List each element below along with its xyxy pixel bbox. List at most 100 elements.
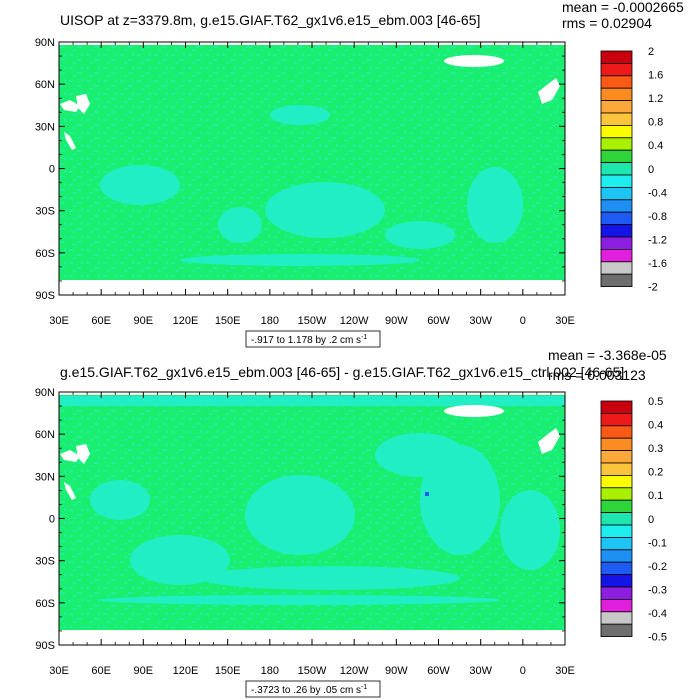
x-tick-label: 180	[261, 665, 279, 677]
colorbar-box	[600, 199, 633, 213]
y-tick-label: 90S	[35, 640, 55, 652]
y-tick-label: 0	[49, 514, 55, 526]
x-tick-label: 150W	[298, 315, 327, 327]
colorbar-box	[600, 75, 633, 89]
x-tick-label: 60E	[91, 315, 111, 327]
y-tick-label: 30N	[35, 121, 55, 133]
panel-1-colorbar: 2 1.6 1.2 0.8 0.4 0 -0.4 -0.8 -1.2 -1.6 -2	[600, 46, 667, 294]
colorbar-label: -0.3	[648, 584, 667, 596]
colorbar-label: 0	[648, 514, 654, 526]
y-tick-label: 30S	[35, 556, 55, 568]
colorbar-box	[600, 623, 633, 638]
panel-1-rms: rms = 0.02904	[562, 15, 652, 31]
colorbar-box	[600, 611, 633, 625]
colorbar-label: 0.4	[648, 420, 663, 432]
panel-1-x-ticks: 30E 60E 90E 120E 150E 180 150W 120W 90W 60W 30W 0 30…	[49, 42, 575, 327]
panel-2-range-text: -.3723 to .26 by .05 cm s	[251, 685, 361, 696]
colorbar-box	[600, 450, 633, 464]
x-tick-label: 180	[261, 315, 279, 327]
colorbar-box	[600, 162, 633, 176]
panel-1-land	[60, 55, 560, 150]
panel-2-y-ticks: 90N 60N 30N 0 30S 60S 90S	[35, 387, 565, 652]
x-tick-label: 60W	[427, 665, 450, 677]
colorbar-box	[600, 224, 633, 238]
panel-1-title: UISOP at z=3379.8m, g.e15.GIAF.T62_gx1v6…	[60, 12, 480, 28]
colorbar-label: 0.5	[648, 396, 663, 408]
panel-2-range-sup: -1	[361, 684, 367, 691]
panel-2-land	[60, 405, 560, 500]
colorbar-box	[600, 236, 633, 250]
x-tick-label: 150E	[215, 315, 241, 327]
panel-2: g.e15.GIAF.T62_gx1v6.e15_ebm.003 [46-65]…	[35, 347, 667, 698]
colorbar-box	[600, 125, 633, 139]
colorbar-label: 0.3	[648, 443, 663, 455]
panel-2-negative-regions	[60, 396, 565, 605]
colorbar-box	[600, 474, 633, 489]
colorbar-box	[600, 425, 633, 439]
colorbar-label: 1.2	[648, 93, 663, 105]
panel-1-negative-regions	[100, 105, 523, 266]
panel-1-negative-speckle	[59, 45, 565, 280]
colorbar-label: -1.2	[648, 234, 667, 246]
colorbar-label: 2	[648, 46, 654, 58]
colorbar-label: -0.5	[648, 632, 667, 644]
colorbar-box	[600, 512, 633, 526]
colorbar-box	[600, 599, 633, 613]
colorbar-label: 0.1	[648, 490, 663, 502]
x-tick-label: 30E	[49, 665, 69, 677]
colorbar-box	[600, 437, 633, 452]
colorbar-box	[600, 412, 633, 427]
colorbar-box	[600, 549, 633, 563]
panel-2-colorbar: 0.5 0.4 0.3 0.2 0.1 0 -0.1 -0.2 -0.3 -0.4 -0.5	[600, 396, 667, 644]
colorbar-box	[600, 100, 633, 114]
colorbar-box	[600, 186, 633, 201]
colorbar-box	[600, 50, 633, 64]
x-tick-label: 30E	[49, 315, 69, 327]
colorbar-box	[600, 586, 633, 600]
x-tick-label: 90E	[134, 665, 154, 677]
colorbar-box	[600, 112, 633, 126]
panel-2-range-frame	[245, 680, 381, 698]
x-tick-label: 90W	[385, 315, 408, 327]
y-tick-label: 90N	[35, 37, 55, 49]
panel-1-range-frame	[245, 330, 381, 348]
y-tick-label: 60N	[35, 429, 55, 441]
colorbar-box	[600, 211, 633, 225]
y-tick-label: 90S	[35, 290, 55, 302]
y-tick-label: 30N	[35, 471, 55, 483]
x-tick-label: 120E	[173, 315, 199, 327]
colorbar-box	[600, 400, 633, 414]
panel-1-range-box: -.917 to 1.178 by .2 cm s-1	[245, 330, 381, 348]
panel-2-anomaly	[425, 492, 429, 496]
colorbar-label: -0.4	[648, 608, 667, 620]
colorbar-box	[600, 499, 633, 514]
colorbar-label: 0.2	[648, 467, 663, 479]
colorbar-box	[600, 537, 633, 551]
x-tick-label: 0	[520, 665, 526, 677]
panel-1-range-sup: -1	[361, 334, 367, 341]
colorbar-label: 0	[648, 164, 654, 176]
y-tick-label: 30S	[35, 206, 55, 218]
y-tick-label: 60S	[35, 598, 55, 610]
colorbar-box	[600, 149, 633, 163]
colorbar-label: 0.8	[648, 117, 663, 129]
colorbar-box	[600, 561, 633, 576]
x-tick-label: 150E	[215, 665, 241, 677]
colorbar-label: -0.1	[648, 537, 667, 549]
svg-text:-.3723 to .26 by .05 cm s-1: -.3723 to .26 by .05 cm s-1	[251, 684, 367, 696]
panel-1-range-text: -.917 to 1.178 by .2 cm s	[251, 335, 361, 346]
colorbar-label: -1.6	[648, 258, 667, 270]
colorbar-box	[600, 63, 633, 77]
panel-2-map: 90N 60N 30N 0 30S 60S 90S 30E 60E 90E 120E 150E 180…	[35, 387, 575, 677]
colorbar-box	[600, 487, 633, 501]
colorbar-box	[600, 261, 633, 275]
colorbar-box	[600, 462, 633, 476]
x-tick-label: 90W	[385, 665, 408, 677]
panel-1-mean: mean = -0.0002665	[562, 0, 684, 15]
colorbar-box	[600, 174, 633, 188]
colorbar-box	[600, 273, 633, 288]
panel-2-title: g.e15.GIAF.T62_gx1v6.e15_ebm.003 [46-65]…	[60, 364, 624, 380]
x-tick-label: 60W	[427, 315, 450, 327]
x-tick-label: 60E	[91, 665, 111, 677]
colorbar-label: -2	[648, 282, 658, 294]
